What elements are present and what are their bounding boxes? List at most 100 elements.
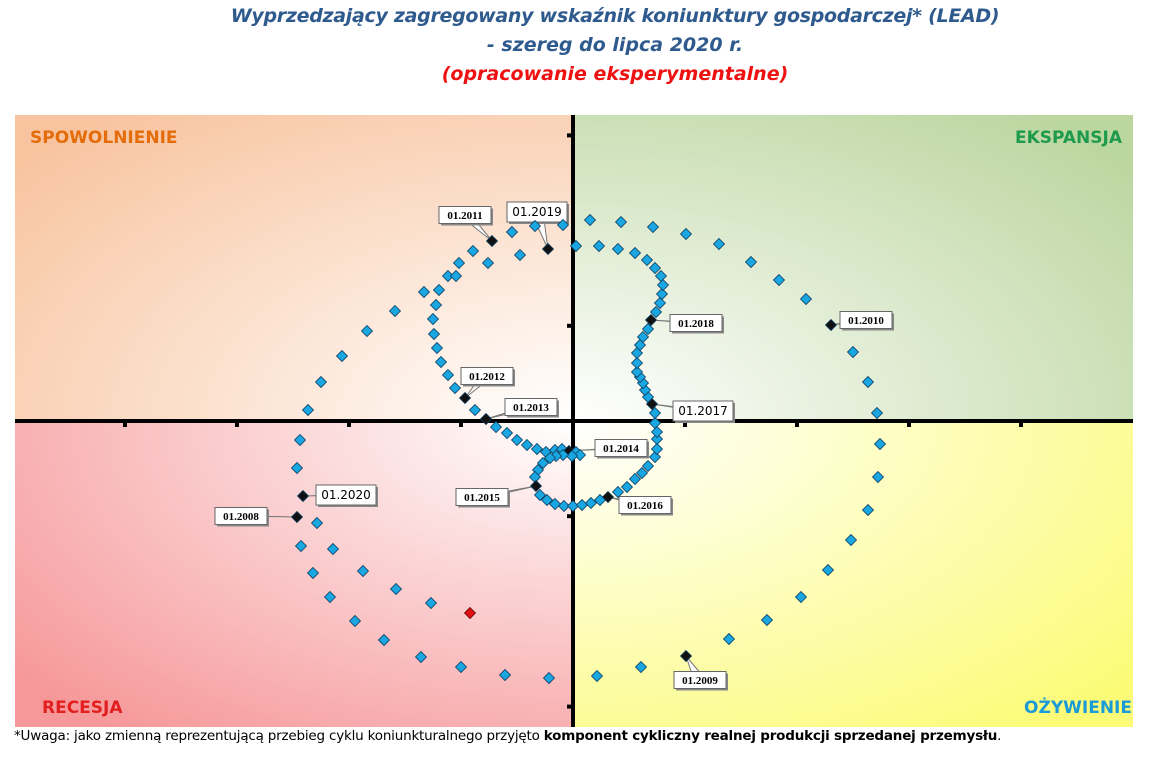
marked-point xyxy=(296,489,310,503)
data-point xyxy=(388,304,402,318)
data-point xyxy=(542,671,556,685)
chart-title-line-2: - szereg do lipca 2020 r. xyxy=(486,34,744,56)
data-point xyxy=(389,582,403,596)
data-point xyxy=(533,488,547,502)
data-point xyxy=(620,480,634,494)
data-point xyxy=(356,564,370,578)
data-point xyxy=(870,406,884,420)
data-point xyxy=(794,590,808,604)
callout-box xyxy=(455,488,509,506)
data-point xyxy=(654,269,668,283)
marked-point xyxy=(601,490,615,504)
data-point xyxy=(540,493,554,507)
data-point xyxy=(500,426,514,440)
x-tick xyxy=(347,423,351,427)
data-point xyxy=(417,285,431,299)
marked-point xyxy=(679,649,693,663)
data-point xyxy=(648,261,662,275)
callout-label: 01.2008 xyxy=(223,511,259,523)
data-point xyxy=(424,596,438,610)
data-point xyxy=(434,355,448,369)
callout-box xyxy=(460,367,514,385)
x-tick xyxy=(123,423,127,427)
data-point xyxy=(377,633,391,647)
data-point xyxy=(592,239,606,253)
callout-box xyxy=(672,400,734,422)
callout-label: 01.2016 xyxy=(627,500,663,512)
data-point xyxy=(513,248,527,262)
data-point xyxy=(573,448,587,462)
data-point xyxy=(301,403,315,417)
data-point xyxy=(536,456,550,470)
data-point xyxy=(454,660,468,674)
data-point xyxy=(744,255,758,269)
marked-point xyxy=(824,318,838,332)
data-point xyxy=(566,499,580,513)
quadrant-label-bottom-left: RECESJA xyxy=(42,698,123,718)
data-point xyxy=(314,375,328,389)
data-point xyxy=(861,375,875,389)
chart-title-line-1: Wyprzedzający zagregowany wskaźnik koniu… xyxy=(230,5,1000,27)
marked-point xyxy=(479,412,493,426)
data-point xyxy=(323,590,337,604)
marked-point xyxy=(485,234,499,248)
data-point xyxy=(772,273,786,287)
data-point xyxy=(799,292,813,306)
data-point xyxy=(873,437,887,451)
y-tick xyxy=(567,514,571,519)
data-point xyxy=(565,449,579,463)
data-point xyxy=(861,503,875,517)
callout-label: 01.2015 xyxy=(464,492,500,504)
callout-label: 01.2019 xyxy=(512,205,562,219)
data-point xyxy=(821,563,835,577)
marked-point xyxy=(458,391,472,405)
data-point xyxy=(441,269,455,283)
marked-point xyxy=(541,242,555,256)
data-point xyxy=(871,470,885,484)
data-point xyxy=(846,345,860,359)
data-point xyxy=(722,632,736,646)
marked-point xyxy=(644,313,658,327)
data-point xyxy=(679,227,693,241)
x-tick xyxy=(683,423,687,427)
quadrant-ekspansja xyxy=(573,115,1133,421)
data-point xyxy=(648,406,662,420)
callout-box xyxy=(618,496,672,514)
data-point xyxy=(310,516,324,530)
x-tick xyxy=(235,423,239,427)
y-tick xyxy=(567,133,571,138)
data-point xyxy=(630,365,644,379)
data-point xyxy=(640,253,654,267)
data-point xyxy=(543,451,557,465)
y-tick xyxy=(567,323,571,328)
footnote-bold: komponent cykliczny realnej produkcji sp… xyxy=(543,728,998,744)
data-point xyxy=(649,305,663,319)
callout-label: 01.2014 xyxy=(603,443,639,455)
data-point xyxy=(414,650,428,664)
data-point xyxy=(468,403,482,417)
data-point xyxy=(584,496,598,510)
data-point xyxy=(452,256,466,270)
latest-point xyxy=(463,606,477,620)
callout-label: 01.2017 xyxy=(678,404,728,418)
callout-label: 01.2011 xyxy=(447,210,482,222)
x-tick xyxy=(459,423,463,427)
data-point xyxy=(432,283,446,297)
data-point xyxy=(429,298,443,312)
data-point xyxy=(650,432,664,446)
data-point xyxy=(505,225,519,239)
data-point xyxy=(466,244,480,258)
data-point xyxy=(648,416,662,430)
data-point xyxy=(360,324,374,338)
data-point xyxy=(634,660,648,674)
data-point xyxy=(653,296,667,310)
data-point xyxy=(641,322,655,336)
data-point xyxy=(556,218,570,232)
callout-box xyxy=(214,507,268,525)
data-point xyxy=(590,669,604,683)
callout-box xyxy=(594,439,648,457)
footnote: *Uwaga: jako zmienną reprezentującą prze… xyxy=(14,728,1001,744)
data-point xyxy=(557,499,571,513)
callout-box xyxy=(315,484,377,506)
